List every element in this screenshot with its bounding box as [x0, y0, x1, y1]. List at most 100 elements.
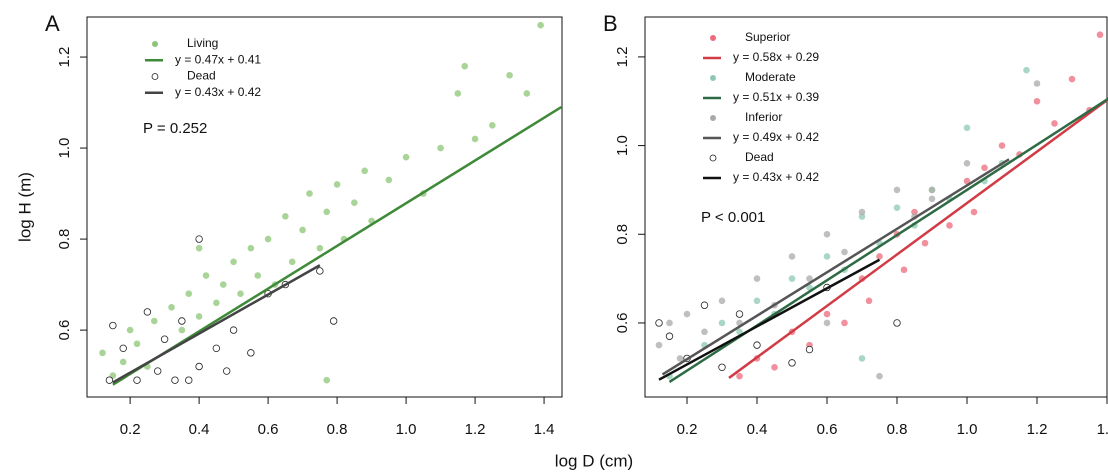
x-tick-label: 0.4	[747, 421, 768, 438]
legend-label: Moderate	[745, 70, 796, 84]
hollow-point	[178, 317, 186, 325]
point	[806, 275, 813, 282]
hollow-point	[753, 341, 761, 349]
point	[323, 208, 331, 216]
hollow-point	[212, 344, 221, 353]
legend-point	[152, 41, 158, 47]
legend-label: Dead	[187, 69, 216, 83]
y-axis-label: log H (m)	[15, 172, 34, 242]
point	[946, 222, 953, 229]
legend-point	[710, 115, 716, 121]
panel-label: A	[45, 11, 60, 36]
point	[1051, 120, 1058, 127]
point	[841, 319, 848, 327]
legend-label: Inferior	[745, 110, 782, 124]
point	[385, 176, 393, 184]
hollow-point	[105, 376, 114, 384]
x-tick-label: 0.6	[258, 421, 279, 438]
hollow-point	[223, 367, 231, 375]
plot-area	[655, 31, 1104, 380]
point	[333, 181, 341, 188]
x-tick-label: 1.2	[465, 421, 486, 438]
point	[537, 21, 544, 29]
point	[893, 204, 901, 211]
annotation: P = 0.252	[143, 120, 207, 137]
hollow-point	[665, 332, 674, 340]
point	[471, 135, 479, 143]
point	[788, 253, 796, 260]
x-tick-label: 1.0	[396, 421, 417, 438]
point	[351, 199, 358, 206]
point	[219, 281, 227, 288]
hollow-point	[171, 376, 179, 384]
point	[195, 244, 203, 252]
x-tick-label: 0.8	[887, 421, 908, 438]
point	[970, 208, 978, 216]
point	[876, 372, 883, 380]
point	[282, 213, 289, 220]
point	[893, 186, 901, 194]
fit-line	[112, 264, 321, 384]
point	[683, 310, 691, 318]
point	[998, 142, 1006, 149]
legend-point	[151, 73, 159, 80]
y-tick-label: 1.2	[614, 46, 631, 67]
point	[202, 272, 210, 279]
point	[150, 317, 158, 325]
point	[771, 363, 778, 371]
hollow-point	[133, 376, 141, 384]
hollow-point	[700, 301, 709, 309]
panel-label: B	[603, 11, 618, 36]
point	[178, 326, 186, 334]
point	[1023, 66, 1030, 74]
x-tick-label: 0.4	[189, 421, 210, 438]
legend-label: Living	[187, 36, 218, 50]
point	[718, 319, 726, 327]
x-tick-label: 0.2	[120, 421, 141, 438]
y-tick-label: 0.6	[56, 320, 73, 341]
point	[921, 239, 929, 247]
point	[1068, 75, 1076, 83]
point	[1033, 97, 1041, 105]
point	[195, 313, 203, 320]
point	[736, 372, 743, 380]
hollow-point	[109, 321, 117, 330]
point	[316, 244, 324, 252]
hollow-point	[893, 319, 901, 327]
legend-label: y = 0.58x + 0.29	[733, 50, 819, 64]
hollow-point	[329, 317, 338, 325]
x-tick-label: 1.2	[1027, 421, 1048, 438]
point	[963, 160, 971, 167]
point	[264, 235, 272, 243]
point	[254, 272, 262, 279]
y-tick-label: 0.8	[56, 229, 73, 250]
hollow-point	[185, 376, 193, 384]
point	[666, 319, 673, 327]
point	[928, 195, 936, 203]
x-tick-label: 1.4	[534, 421, 555, 438]
x-tick-label: 0.6	[817, 421, 838, 438]
legend-label: y = 0.51x + 0.39	[733, 90, 819, 104]
point	[865, 297, 873, 305]
point	[523, 90, 531, 97]
point	[788, 275, 796, 282]
point	[237, 290, 244, 297]
fit-line	[728, 97, 1108, 379]
point	[858, 208, 866, 216]
plot-area	[99, 21, 544, 384]
hollow-point	[718, 363, 726, 371]
hollow-point	[655, 319, 663, 327]
legend-label: Superior	[745, 30, 790, 44]
hollow-point	[160, 335, 169, 343]
legend-label: y = 0.43x + 0.42	[175, 85, 261, 99]
point	[841, 248, 848, 256]
point	[461, 62, 469, 70]
hollow-point	[316, 267, 324, 275]
point	[288, 258, 296, 266]
x-axis-label: log D (cm)	[555, 451, 633, 470]
point	[247, 244, 255, 252]
legend-label: Dead	[745, 150, 774, 164]
x-tick-label: 0.8	[327, 421, 348, 438]
point	[437, 144, 444, 152]
